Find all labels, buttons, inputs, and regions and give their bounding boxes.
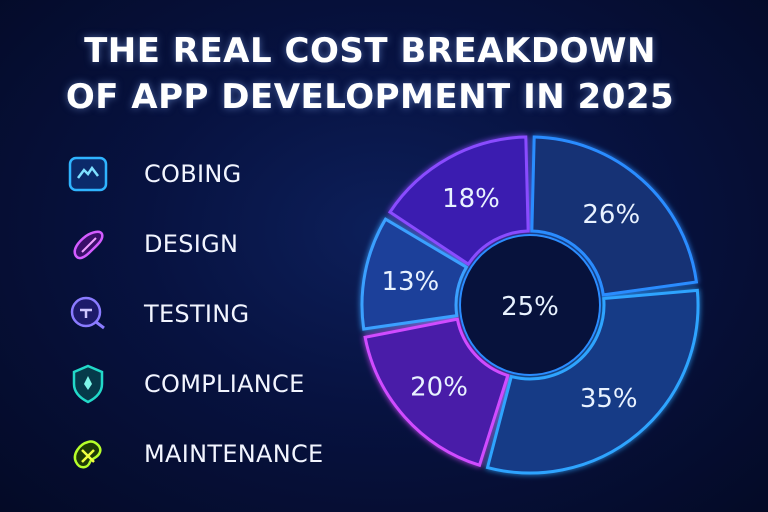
slice-label-2: 20% [410,372,468,402]
title-line-1: THE REAL COST BREAKDOWN [84,31,656,71]
chart-title: THE REAL COST BREAKDOWN OF APP DEVELOPME… [0,28,740,120]
slice-label-0: 26% [582,200,640,230]
legend-label-testing: TESTING [144,300,250,328]
legend-item-testing: TESTING [66,290,366,340]
center-label: 25% [501,292,559,322]
legend-item-compliance: COMPLIANCE [66,360,366,410]
slice-label-3: 13% [381,267,439,297]
legend-item-maintenance: MAINTENANCE [66,430,366,480]
legend-label-maintenance: MAINTENANCE [144,440,324,468]
donut-slice-0 [530,135,699,297]
donut-slice-4 [387,135,530,267]
donut-slice-2 [363,317,510,468]
slice-label-4: 18% [442,184,500,214]
donut-chart: 26% 35% 20% 13% 18% 25% [360,135,700,475]
magnifier-icon [70,296,105,330]
legend-label-compliance: COMPLIANCE [144,370,305,398]
brush-icon [73,230,104,260]
shield-icon [72,364,104,404]
title-line-2: OF APP DEVELOPMENT IN 2025 [65,77,675,117]
donut-slice-3 [360,217,469,331]
slice-label-1: 35% [580,384,638,414]
legend-item-coding: COBING [66,150,366,200]
donut-slice-1 [485,288,700,475]
donut-center [459,234,601,376]
code-box-icon [68,156,108,192]
legend-label-coding: COBING [144,160,242,188]
legend-item-design: DESIGN [66,220,366,270]
legend-label-design: DESIGN [144,230,239,258]
gear-icon [73,440,102,469]
